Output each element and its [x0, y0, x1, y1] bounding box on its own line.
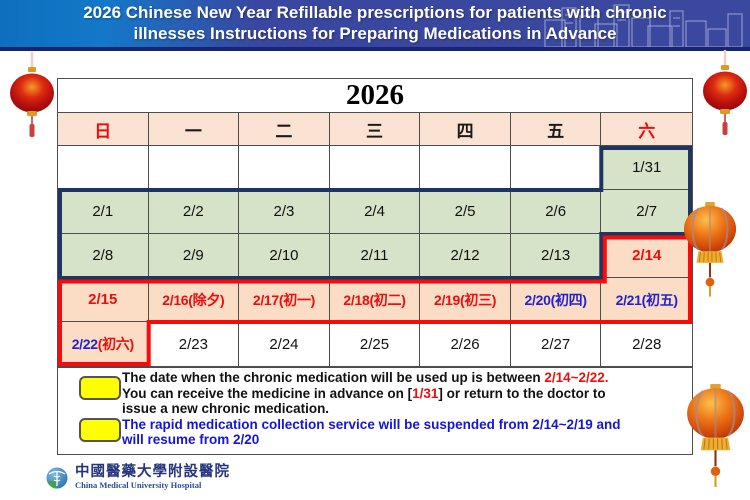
- calendar-cell: 2/3: [239, 190, 330, 234]
- calendar-cell-cny-day1: 2/17(初一): [239, 278, 330, 322]
- calendar-cell-cny-eve: 2/16(除夕): [148, 278, 240, 322]
- calendar-cell: [329, 146, 421, 190]
- legend-resume-notice: will resume from 2/20: [122, 432, 260, 447]
- calendar-cell: [148, 146, 240, 190]
- weekday-sun: 日: [58, 113, 149, 145]
- calendar-cell: [239, 146, 330, 190]
- legend-text-segment: issue a new chronic medication.: [122, 401, 330, 416]
- legend-line-4: The rapid medication collection service …: [122, 417, 690, 433]
- calendar-cell: 2/13: [510, 234, 602, 278]
- legend-line-3: issue a new chronic medication.: [122, 401, 690, 417]
- legend-text: The date when the chronic medication wil…: [122, 370, 690, 448]
- calendar-cell: 2/24: [239, 322, 330, 366]
- title-banner: 2026 Chinese New Year Refillable prescri…: [0, 0, 750, 51]
- calendar-cell: 2/25: [329, 322, 421, 366]
- calendar-cell: 2/26: [420, 322, 511, 366]
- legend-box: The date when the chronic medication wil…: [57, 367, 693, 455]
- calendar-cell-cny-day6: 2/22 (初六): [58, 322, 149, 366]
- date-label: 2/22: [71, 335, 98, 352]
- calendar-cell: 2/11: [329, 234, 421, 278]
- calendar-cell-cny-day5: 2/21(初五): [601, 278, 692, 322]
- red-lantern-icon: [703, 50, 747, 135]
- weekday-header-row: 日 一 二 三 四 五 六: [58, 113, 692, 146]
- calendar-cell: 2/7: [601, 190, 692, 234]
- calendar-cell: 2/5: [420, 190, 511, 234]
- calendar-cell: 2/10: [239, 234, 330, 278]
- weekday-thu: 四: [420, 113, 511, 145]
- calendar-cell: 2/2: [148, 190, 240, 234]
- calendar-cell: 2/23: [148, 322, 240, 366]
- calendar-cell: 2/4: [329, 190, 421, 234]
- calendar-date-grid: 1/31 2/1 2/2 2/3 2/4 2/5 2/6 2/7 2/8 2/9…: [58, 146, 692, 366]
- hospital-name-chinese: 中國醫藥大學附設醫院: [75, 464, 230, 480]
- weekday-tue: 二: [239, 113, 330, 145]
- calendar-cell: 2/1: [58, 190, 149, 234]
- hospital-footer: 中國醫藥大學附設醫院 China Medical University Hosp…: [46, 464, 230, 490]
- calendar-year-title: 2026: [58, 79, 692, 113]
- weekday-sat: 六: [638, 121, 656, 141]
- weekday-mon: 一: [149, 113, 240, 145]
- calendar-cell: [510, 146, 602, 190]
- legend-suspension-notice: The rapid medication collection service …: [122, 416, 621, 432]
- calendar-cell: 2/12: [420, 234, 511, 278]
- banner-title-line2: illnesses Instructions for Preparing Med…: [133, 24, 617, 43]
- calendar-cell: 2/27: [510, 322, 602, 366]
- calendar-cell: [420, 146, 511, 190]
- banner-title-line1: 2026 Chinese New Year Refillable prescri…: [83, 3, 667, 22]
- calendar-cell-2-15: 2/15: [58, 278, 149, 322]
- calendar-cell-cny-day2: 2/18(初二): [329, 278, 421, 322]
- legend-text-segment: The date when the chronic medication wil…: [122, 370, 545, 385]
- holiday-label: (初六): [97, 335, 134, 352]
- weekday-wed: 三: [330, 113, 421, 145]
- hospital-name: 中國醫藥大學附設醫院 China Medical University Hosp…: [75, 464, 230, 490]
- calendar-cell-1-31: 1/31: [601, 146, 692, 190]
- legend-advance-date: 1/31: [412, 385, 439, 401]
- legend-text-segment: You can receive the medicine in advance …: [122, 385, 413, 401]
- legend-text-segment: ] or return to the doctor to: [438, 385, 606, 401]
- weekday-fri: 五: [511, 113, 602, 145]
- red-lantern-icon: [10, 52, 54, 137]
- orange-lantern-icon: [683, 202, 737, 297]
- calendar-cell: 2/6: [510, 190, 602, 234]
- legend-line-1: The date when the chronic medication wil…: [122, 370, 690, 386]
- calendar-cell: [58, 146, 149, 190]
- calendar-cell: 2/8: [58, 234, 149, 278]
- city-skyline-icon: [544, 4, 743, 47]
- legend-line-2: You can receive the medicine in advance …: [122, 386, 690, 402]
- legend-line-5: will resume from 2/20: [122, 432, 690, 448]
- calendar-cell-cny-day4: 2/20(初四): [510, 278, 602, 322]
- calendar-table: 2026 日 一 二 三 四 五 六 1/31 2/1 2/2 2/3 2/4 …: [57, 78, 693, 367]
- calendar-cell-2-14: 2/14: [601, 234, 692, 278]
- calendar-cell: 2/9: [148, 234, 240, 278]
- calendar-cell-cny-day3: 2/19(初三): [420, 278, 511, 322]
- yellow-key-icon: [79, 376, 121, 400]
- orange-lantern-icon: [687, 384, 744, 488]
- hospital-name-english: China Medical University Hospital: [75, 480, 202, 490]
- calendar-cell: 2/28: [601, 322, 692, 366]
- legend-dates-used-up: 2/14~2/22.: [544, 370, 609, 385]
- hospital-logo-icon: [46, 467, 68, 489]
- yellow-key-icon: [79, 418, 121, 442]
